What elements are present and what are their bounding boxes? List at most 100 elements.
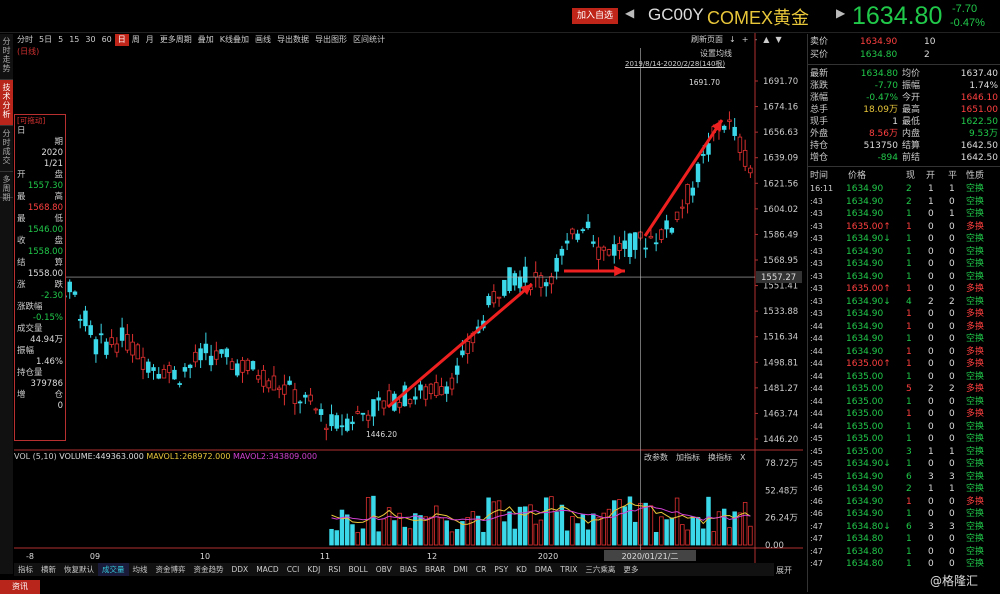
indicator-tab[interactable]: KDJ <box>307 565 321 574</box>
left-tab[interactable]: 分时成交 <box>0 126 13 172</box>
candle-body <box>732 126 737 136</box>
info-label: 振幅 <box>17 346 35 356</box>
tick-header: 时间 <box>810 171 829 181</box>
prev-symbol-icon[interactable]: ◀ <box>625 6 635 20</box>
period-item[interactable]: 30 <box>85 35 96 44</box>
tick-price: 1635.00 <box>846 384 884 394</box>
period-item[interactable]: 分时 <box>17 35 33 44</box>
volume-bar <box>559 504 565 546</box>
price-axis-label: 1551.41 <box>763 282 798 292</box>
period-item[interactable]: 60 <box>101 35 112 44</box>
indicator-tab[interactable]: 资金趋势 <box>193 565 224 574</box>
tick-header: 开 <box>926 171 936 181</box>
volume-bar <box>538 519 544 546</box>
indicator-tab[interactable]: 指标 <box>18 565 33 574</box>
period-item[interactable]: 5 <box>58 35 64 44</box>
indicator-tab[interactable]: DMI <box>453 565 468 574</box>
period-item[interactable]: 导出图形 <box>315 35 347 44</box>
indicator-tab[interactable]: PSY <box>494 565 509 574</box>
stat-value: 1651.00 <box>960 105 998 115</box>
period-item[interactable]: 日 <box>114 34 129 46</box>
left-tab[interactable]: 分时走势 <box>0 34 13 80</box>
indicator-tab[interactable]: CCI <box>286 565 300 574</box>
info-row: 增仓 <box>15 390 65 401</box>
candle-body <box>580 229 586 232</box>
period-item[interactable]: 更多周期 <box>159 35 192 44</box>
period-item[interactable]: 画线 <box>255 35 271 44</box>
period-item[interactable]: 月 <box>145 35 154 44</box>
news-tab[interactable]: 资讯 <box>0 580 40 594</box>
indicator-tab[interactable]: MACD <box>256 565 279 574</box>
vol-tool[interactable]: X <box>740 453 746 462</box>
toolbar-link[interactable]: ▼ <box>775 35 782 44</box>
period-item[interactable]: 15 <box>69 35 80 44</box>
indicator-tab[interactable]: BIAS <box>399 565 417 574</box>
toolbar-link[interactable]: ▲ <box>763 35 770 44</box>
indicator-tab[interactable]: OBV <box>375 565 392 574</box>
indicator-tab[interactable]: BOLL <box>348 565 368 574</box>
candle-body <box>465 341 470 354</box>
period-item[interactable]: 5日 <box>39 35 53 44</box>
period-item[interactable]: 导出数据 <box>277 35 309 44</box>
indicator-tab[interactable]: TRIX <box>560 565 578 574</box>
period-item[interactable]: 区间统计 <box>353 35 385 44</box>
volume-bar <box>533 523 538 546</box>
candle-body <box>622 240 627 249</box>
indicator-tab[interactable]: 横新 <box>41 565 56 574</box>
tick-price: 1634.90 <box>846 496 884 507</box>
tick-type: 空换 <box>966 534 985 544</box>
indicator-tab[interactable]: 成交量 <box>98 563 129 576</box>
indicator-tab[interactable]: 资金博弈 <box>155 565 186 574</box>
volume-bar <box>690 516 696 546</box>
candle-body <box>240 360 245 373</box>
candle-body <box>538 275 544 288</box>
vol-tool[interactable]: 加指标 <box>676 453 700 462</box>
toolbar-link[interactable]: 刷新页面 <box>691 35 723 44</box>
period-item[interactable]: 周 <box>131 35 140 44</box>
candle-body <box>98 333 104 336</box>
indicator-tab[interactable]: DMA <box>534 565 553 574</box>
next-symbol-icon[interactable]: ▶ <box>836 6 846 20</box>
tick-type: 空换 <box>966 559 985 569</box>
indicator-tab[interactable]: CR <box>475 565 487 574</box>
expand-button[interactable]: 展开 <box>776 566 792 575</box>
stat-label: 最低 <box>902 117 921 127</box>
left-tab[interactable]: 技术分析 <box>0 80 13 126</box>
vol-tool[interactable]: 改参数 <box>644 453 668 462</box>
tick-open: 0 <box>928 509 934 519</box>
candle-body <box>564 240 570 244</box>
tick-price: 1635.00 <box>846 446 884 457</box>
divider <box>808 166 1000 167</box>
indicator-tab[interactable]: 三六乘离 <box>585 565 616 574</box>
tick-volume: 1 <box>906 209 912 219</box>
date-range-label[interactable]: 2019/8/14-2020/2/28(140根) <box>625 60 726 68</box>
toolbar-link[interactable]: ↓ <box>729 35 736 44</box>
info-title[interactable]: [可拖动] <box>17 116 46 125</box>
ma-setting-link[interactable]: 设置均线 <box>700 49 732 58</box>
indicator-tab[interactable]: RSI <box>328 565 341 574</box>
indicator-tab[interactable]: DDX <box>231 565 249 574</box>
indicator-tab[interactable]: 恢复默认 <box>64 565 94 574</box>
period-item[interactable]: 叠加 <box>197 35 214 44</box>
period-item[interactable]: K线叠加 <box>219 35 249 44</box>
volume-bar <box>413 513 418 546</box>
indicator-tab[interactable]: 均线 <box>132 565 148 574</box>
add-watchlist-button[interactable]: 加入自选 <box>572 8 618 24</box>
indicator-tab[interactable]: BRAR <box>424 565 446 574</box>
left-tab[interactable]: 多周期 <box>0 172 13 202</box>
candle-body <box>266 380 271 389</box>
indicator-tab[interactable]: KD <box>516 565 527 574</box>
bar-info-panel[interactable]: [可拖动] 日期 2020 1/21 开盘 1557.30 最高 1568.80 最低 1546.… <box>14 114 66 441</box>
volume-bar <box>365 497 371 546</box>
toolbar-link[interactable]: - <box>754 35 758 44</box>
indicator-tab[interactable]: 更多 <box>623 565 639 574</box>
toolbar-link[interactable]: + <box>741 35 749 44</box>
volume-bar <box>617 499 622 546</box>
tick-volume: 1 <box>906 334 912 344</box>
volume-bar <box>449 531 455 546</box>
vol-tool[interactable]: 换指标 <box>708 453 732 462</box>
tick-type: 空换 <box>966 334 985 344</box>
tick-time: 16:11 <box>810 184 834 193</box>
tick-type: 多换 <box>966 496 985 507</box>
